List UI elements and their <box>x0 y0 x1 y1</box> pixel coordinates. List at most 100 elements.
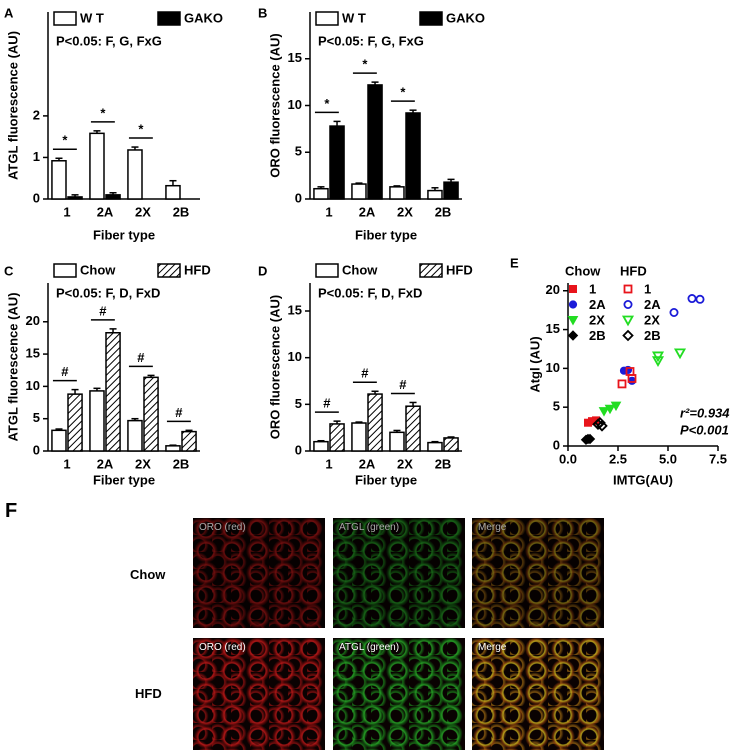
point <box>651 356 665 367</box>
point <box>627 376 637 385</box>
bar <box>443 181 459 200</box>
bar <box>351 422 367 452</box>
y-tick-label: 0 <box>33 190 40 205</box>
x-tick-label: 2B <box>435 204 452 219</box>
y-tick-label: 20 <box>546 282 560 297</box>
x-axis-label: IMTG(AU) <box>613 472 673 487</box>
legend-label: W T <box>80 10 104 25</box>
legend-label: 1 <box>589 281 596 296</box>
micrograph: ORO (red) <box>193 638 325 750</box>
x-tick-label: 2X <box>135 204 151 219</box>
y-tick-label: 0 <box>33 442 40 457</box>
significance-label: * <box>362 57 368 72</box>
bar <box>405 112 421 200</box>
legend-swatch <box>157 11 181 26</box>
x-tick-label: 7.5 <box>709 451 727 466</box>
micrograph: ORO (red) <box>193 518 325 628</box>
x-tick-label: 2A <box>359 204 376 219</box>
legend-marker <box>621 315 635 327</box>
bar <box>351 183 367 200</box>
micrograph: Merge <box>472 518 604 628</box>
x-tick-label: 1 <box>63 456 70 471</box>
column-label: Merge <box>478 522 507 533</box>
y-tick-label: 0 <box>295 442 302 457</box>
bar <box>443 437 459 452</box>
bar <box>367 84 383 200</box>
micrograph: ATGL (green) <box>333 518 465 628</box>
legend-swatch <box>157 263 181 278</box>
bar <box>313 440 329 452</box>
x-tick-label: 2X <box>135 456 151 471</box>
row-label: Chow <box>130 567 166 582</box>
significance-label: # <box>99 303 107 318</box>
legend-label: 2A <box>644 297 661 312</box>
column-label: ATGL (green) <box>339 642 400 653</box>
panel-label: D <box>258 263 267 278</box>
point <box>695 294 705 304</box>
legend-marker <box>569 285 577 293</box>
legend-marker <box>622 329 634 342</box>
point <box>584 433 596 445</box>
bar <box>165 445 181 452</box>
legend-marker <box>567 330 579 341</box>
point <box>596 420 608 432</box>
legend-label: 2X <box>644 312 660 327</box>
x-tick-label: 2A <box>97 204 114 219</box>
bar <box>389 431 405 452</box>
annotation: P<0.05: F, D, FxD <box>56 285 160 300</box>
y-axis-label: ORO fluorescence (AU) <box>267 33 282 177</box>
legend-swatch <box>419 263 443 278</box>
bar <box>313 187 329 200</box>
legend-label: 1 <box>644 281 651 296</box>
point <box>610 401 622 412</box>
panel-label: E <box>510 255 519 270</box>
y-tick-label: 5 <box>553 399 560 414</box>
x-tick-label: 2A <box>97 456 114 471</box>
x-tick-label: 2B <box>173 456 190 471</box>
y-tick-label: 0 <box>295 190 302 205</box>
point <box>669 307 679 317</box>
legend-swatch <box>53 263 77 278</box>
bar <box>67 393 83 452</box>
significance-label: * <box>62 133 68 148</box>
bar <box>367 393 383 452</box>
x-tick-label: 1 <box>325 456 332 471</box>
panel-label: C <box>4 263 14 278</box>
y-tick-label: 0 <box>553 437 560 452</box>
y-axis-label: ORO fluorescence (AU) <box>267 295 282 439</box>
legend-swatch <box>315 11 339 26</box>
bar <box>427 189 443 200</box>
y-tick-label: 10 <box>546 360 560 375</box>
bar <box>51 429 67 452</box>
bar <box>181 430 197 452</box>
y-tick-label: 10 <box>26 378 40 393</box>
y-tick-label: 15 <box>288 50 302 65</box>
legend-title: Chow <box>565 263 601 278</box>
legend-marker <box>568 300 578 309</box>
significance-label: # <box>361 366 369 381</box>
annotation: P<0.05: F, G, FxG <box>56 33 162 48</box>
significance-label: * <box>100 105 106 120</box>
bar <box>105 332 121 452</box>
annotation: P<0.001 <box>680 422 729 437</box>
y-tick-label: 10 <box>288 349 302 364</box>
point <box>594 416 606 429</box>
point <box>604 404 616 415</box>
annotation: P<0.05: F, G, FxG <box>318 33 424 48</box>
significance-label: # <box>399 377 407 392</box>
bar <box>165 184 181 200</box>
annotation: r²=0.934 <box>680 405 730 420</box>
column-label: ORO (red) <box>199 522 246 533</box>
y-axis-label: ATGL fluorescence (AU) <box>5 292 20 441</box>
bar <box>329 423 345 452</box>
column-label: Merge <box>478 642 507 653</box>
legend-label: Chow <box>342 262 378 277</box>
y-tick-label: 20 <box>26 313 40 328</box>
bar <box>89 390 105 452</box>
legend-label: GAKO <box>184 10 223 25</box>
y-tick-label: 15 <box>288 302 302 317</box>
bar <box>51 160 67 200</box>
annotation: P<0.05: F, D, FxD <box>318 285 422 300</box>
legend-label: GAKO <box>446 10 485 25</box>
micrograph: Merge <box>472 638 604 750</box>
